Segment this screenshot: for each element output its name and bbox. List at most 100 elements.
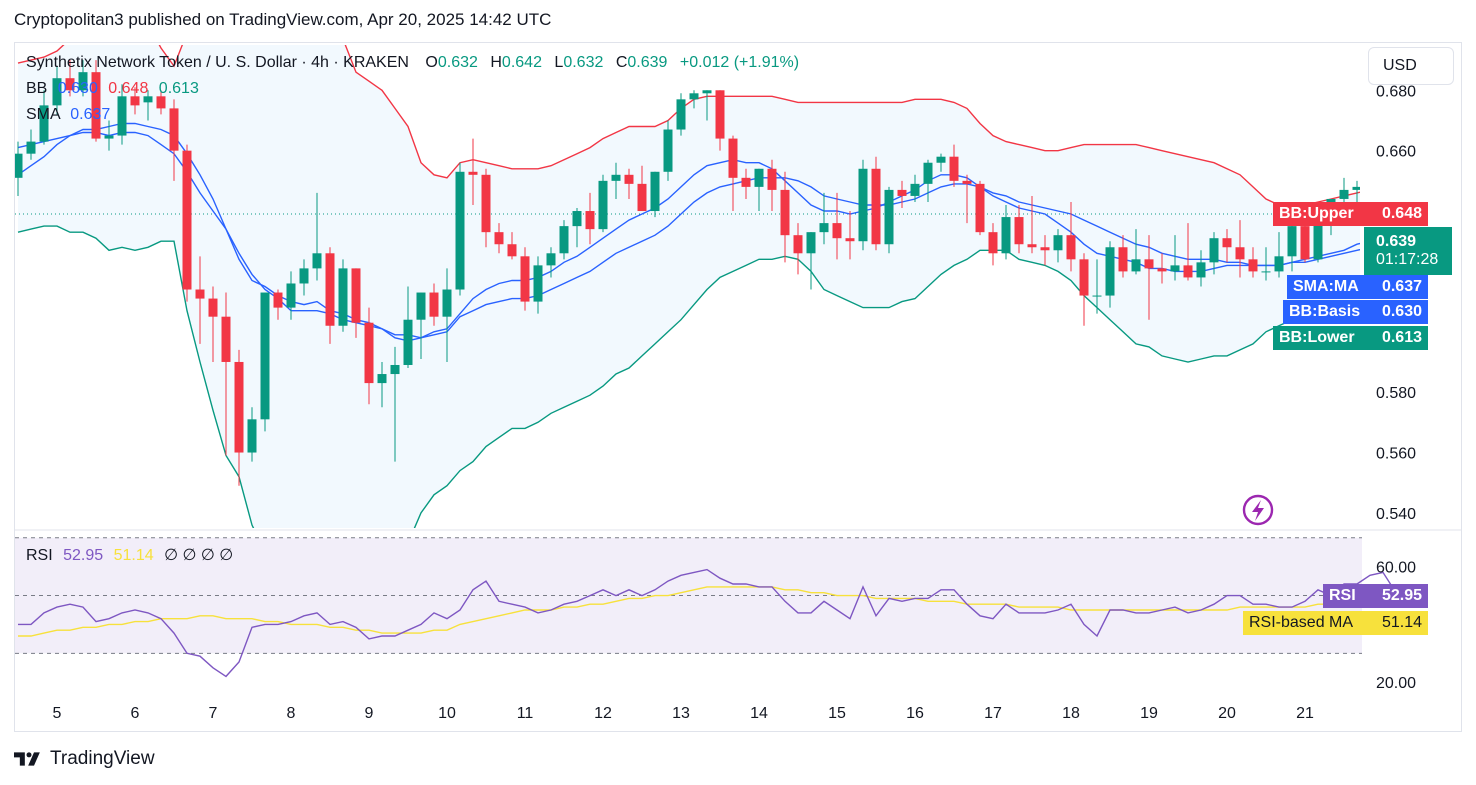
- candle-body: [936, 156, 946, 163]
- rsi-ma-tag-label: RSI-based MA: [1249, 614, 1354, 631]
- candle-body: [104, 135, 114, 139]
- sma-tag-label: SMA:MA: [1293, 278, 1359, 295]
- time-tick-label: 5: [53, 705, 62, 722]
- candle-body: [494, 232, 504, 245]
- price-tick-label: 0.660: [1376, 144, 1416, 161]
- candle-body: [1014, 217, 1024, 245]
- footer-brand-name: TradingView: [50, 748, 155, 769]
- candle-body: [884, 189, 894, 245]
- bb-lower-tag-label: BB:Lower: [1279, 329, 1355, 346]
- candle-body: [962, 180, 972, 184]
- price-tick-label: 0.580: [1376, 385, 1416, 402]
- time-tick-label: 20: [1218, 705, 1236, 722]
- rsi-tick-label: 20.00: [1376, 675, 1416, 692]
- bb-upper-tag-value: 0.648: [1381, 205, 1422, 222]
- candle-body: [676, 99, 686, 130]
- candle-body: [897, 189, 907, 196]
- rsi-tag-value: 52.95: [1381, 587, 1422, 604]
- candle-body: [312, 253, 322, 269]
- bb-lower-price-tag: BB:Lower 0.613: [1273, 326, 1428, 350]
- candle-body: [143, 96, 153, 103]
- candle-body: [208, 298, 218, 317]
- candles-layer: [15, 60, 1375, 486]
- price-tick-label: 0.540: [1376, 506, 1416, 523]
- candle-body: [988, 232, 998, 254]
- candle-body: [715, 90, 725, 139]
- bb-legend-upper: 0.648: [108, 80, 149, 97]
- bar-countdown: 01:17:28: [1376, 251, 1439, 268]
- candle-body: [845, 238, 855, 242]
- last-price-tag: 0.639 01:17:28: [1364, 227, 1452, 275]
- candle-body: [403, 319, 413, 365]
- bb-legend-lower: 0.613: [158, 80, 199, 97]
- candle-body: [455, 171, 465, 290]
- lightning-bolt-icon[interactable]: [1242, 494, 1274, 526]
- candle-body: [741, 177, 751, 187]
- candle-body: [520, 256, 530, 302]
- bb-lower-line: [17, 225, 1360, 528]
- candle-body: [858, 168, 868, 242]
- candle-body: [325, 253, 335, 326]
- candle-body: [533, 265, 543, 302]
- candle-body: [260, 292, 270, 420]
- candle-body: [156, 96, 166, 109]
- candle-body: [1157, 268, 1167, 272]
- candle-body: [390, 364, 400, 375]
- time-tick-label: 9: [365, 705, 374, 722]
- bb-legend-basis: 0.630: [57, 80, 98, 97]
- candle-body: [806, 232, 816, 254]
- candle-body: [598, 180, 608, 230]
- candle-body: [234, 361, 244, 453]
- currency-button[interactable]: USD: [1368, 47, 1454, 85]
- candle-body: [910, 183, 920, 196]
- chart-frame: [14, 42, 1462, 732]
- last-price-value: 0.639: [1376, 233, 1417, 250]
- candle-body: [1366, 184, 1375, 187]
- rsi-ma-tag-value: 51.14: [1381, 614, 1422, 631]
- low-label: L: [554, 54, 564, 71]
- candle-body: [1040, 247, 1050, 251]
- candle-body: [1066, 235, 1076, 260]
- change-value: +0.012 (+1.91%): [679, 54, 800, 71]
- candle-body: [1300, 226, 1310, 260]
- candle-body: [1170, 265, 1180, 272]
- candle-body: [832, 223, 842, 239]
- close-value: 0.639: [627, 54, 668, 71]
- time-tick-label: 12: [594, 705, 612, 722]
- candle-body: [351, 268, 361, 323]
- bb-fill: [18, 45, 1360, 528]
- sma-legend-value: 0.637: [70, 106, 111, 123]
- candle-body: [286, 283, 296, 308]
- candle-body: [767, 168, 777, 190]
- sma-legend[interactable]: SMA 0.637: [26, 106, 110, 124]
- candle-body: [1183, 265, 1193, 278]
- candle-body: [754, 168, 764, 187]
- candle-body: [169, 108, 179, 151]
- footer-brand[interactable]: TradingView: [14, 748, 155, 770]
- candle-body: [1118, 247, 1128, 272]
- candle-body: [91, 72, 101, 139]
- grid-layer: [15, 213, 1461, 531]
- bb-legend[interactable]: BB 0.630 0.648 0.613: [26, 80, 199, 98]
- candle-body: [26, 141, 36, 154]
- candle-body: [52, 78, 62, 106]
- rsi-legend[interactable]: RSI 52.95 51.14 ∅ ∅ ∅ ∅: [26, 545, 233, 565]
- time-tick-label: 18: [1062, 705, 1080, 722]
- candle-body: [585, 211, 595, 230]
- open-value: 0.632: [437, 54, 478, 71]
- tradingview-logo-icon: [14, 752, 40, 766]
- rsi-ma-value-tag: RSI-based MA 51.14: [1243, 611, 1428, 635]
- candle-body: [663, 129, 673, 172]
- candle-body: [637, 183, 647, 212]
- candle-body: [728, 138, 738, 178]
- candle-body: [689, 93, 699, 100]
- candle-body: [442, 289, 452, 317]
- candle-body: [780, 189, 790, 236]
- candle-body: [15, 153, 23, 178]
- candle-body: [1027, 244, 1037, 248]
- time-tick-label: 21: [1296, 705, 1314, 722]
- time-tick-label: 17: [984, 705, 1002, 722]
- candle-body: [247, 419, 257, 453]
- candle-body: [1131, 259, 1141, 272]
